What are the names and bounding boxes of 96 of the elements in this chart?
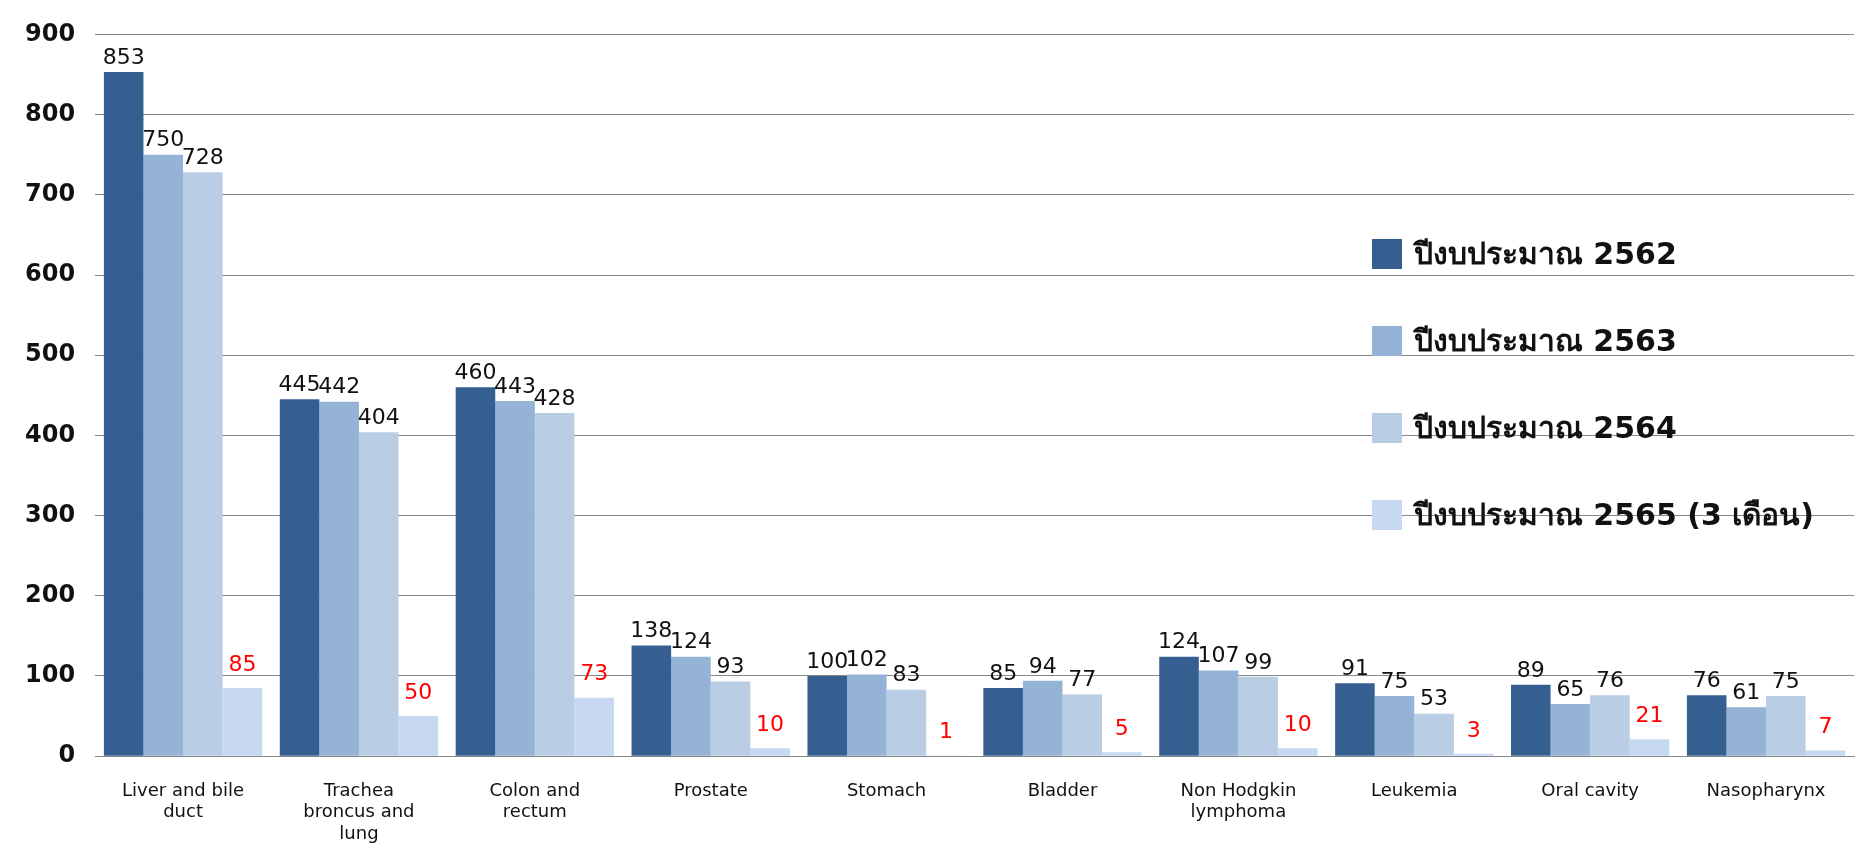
x-tick-label: Leukemia: [1370, 778, 1458, 800]
bar: [1198, 670, 1239, 756]
x-tick-label: Prostate: [673, 778, 748, 800]
bar: [143, 154, 184, 756]
y-tick-label: 300: [24, 499, 76, 528]
bar: [1511, 684, 1551, 756]
bar: [671, 656, 711, 756]
data-label: 100: [806, 647, 849, 673]
bar: [750, 748, 790, 756]
data-label: 7: [1818, 713, 1833, 739]
bar: [631, 645, 672, 756]
data-label: 83: [892, 661, 921, 687]
y-tick-label: 800: [24, 98, 76, 127]
bar: [222, 688, 263, 756]
bar: [886, 689, 927, 756]
bar: [398, 716, 439, 756]
bar: [1726, 707, 1767, 756]
data-label: 404: [357, 403, 400, 429]
bar: [847, 674, 887, 756]
data-label: 91: [1340, 654, 1369, 680]
data-label: 442: [318, 373, 361, 399]
data-label: 65: [1556, 675, 1585, 701]
x-tick-label: Trachea broncus and lung: [303, 778, 415, 843]
bar: [183, 172, 223, 756]
y-tick-label: 100: [24, 660, 76, 689]
x-tick-label: Colon and rectum: [489, 778, 581, 822]
data-label: 85: [989, 659, 1018, 685]
x-tick-label: Bladder: [1027, 778, 1098, 800]
data-label: 5: [1114, 714, 1129, 740]
x-tick-label: Non Hodgkin lymphoma: [1180, 778, 1297, 822]
bar: [1805, 750, 1846, 756]
data-label: 728: [181, 144, 224, 170]
y-tick-label: 400: [24, 419, 76, 448]
bar: [574, 697, 614, 756]
bar: [279, 399, 320, 756]
x-tick-label: Nasopharynx: [1706, 778, 1826, 800]
bar: [534, 412, 575, 756]
data-label: 428: [533, 384, 576, 410]
bar: [710, 681, 751, 756]
bar: [1766, 696, 1806, 756]
data-label: 94: [1028, 652, 1057, 678]
bar: [983, 688, 1023, 756]
bar: [1238, 676, 1278, 756]
legend-label: ปีงบประมาณ 2562: [1413, 235, 1677, 273]
data-label: 76: [1595, 666, 1624, 692]
bar: [1374, 696, 1415, 756]
data-label: 138: [630, 617, 673, 643]
data-label: 3: [1466, 716, 1481, 742]
data-label: 85: [228, 650, 257, 676]
y-tick-label: 500: [24, 339, 76, 368]
bar: [807, 676, 848, 756]
y-tick-label: 700: [24, 179, 76, 208]
bar: [358, 432, 399, 756]
bar: [1590, 695, 1630, 756]
bar: [1159, 656, 1199, 756]
data-label: 10: [756, 710, 785, 736]
data-label: 124: [1158, 628, 1201, 654]
y-tick-label: 900: [24, 18, 76, 47]
bar: [1629, 739, 1670, 756]
legend-label: ปีงบประมาณ 2564: [1413, 409, 1677, 447]
data-label: 1: [938, 718, 953, 744]
bar: [1022, 680, 1063, 756]
data-label: 89: [1516, 656, 1545, 682]
data-label: 73: [580, 660, 609, 686]
data-label: 853: [102, 43, 145, 69]
data-label: 93: [716, 653, 745, 679]
data-label: 61: [1732, 679, 1761, 704]
bar: [1550, 704, 1591, 756]
y-tick-label: 200: [24, 580, 76, 609]
x-tick-label: Liver and bile duct: [122, 778, 245, 822]
bar: [1277, 748, 1318, 756]
data-label: 77: [1068, 666, 1097, 692]
y-tick-label: 0: [58, 740, 76, 769]
data-label: 460: [454, 359, 497, 384]
data-label: 10: [1283, 710, 1312, 736]
data-label: 53: [1420, 685, 1449, 711]
legend-label: ปีงบประมาณ 2565 (3 เดือน): [1413, 496, 1814, 534]
bar: [1062, 694, 1103, 756]
bar: [1102, 752, 1142, 756]
bar: [495, 400, 535, 756]
bar: [1414, 713, 1454, 756]
data-label: 21: [1635, 702, 1664, 728]
bar: [103, 72, 144, 756]
x-tick-label: Stomach: [846, 778, 927, 800]
bar: [455, 387, 496, 756]
data-label: 99: [1244, 648, 1273, 674]
x-tick-label: Oral cavity: [1541, 778, 1640, 800]
legend-label: ปีงบประมาณ 2563: [1413, 322, 1677, 360]
bar: [1335, 683, 1375, 756]
data-label: 50: [404, 678, 433, 704]
y-tick-label: 600: [24, 259, 76, 288]
bar: [1686, 695, 1727, 756]
data-label: 75: [1771, 667, 1800, 693]
bar: [319, 401, 359, 756]
data-label: 75: [1380, 667, 1409, 693]
data-label: 76: [1692, 666, 1721, 692]
